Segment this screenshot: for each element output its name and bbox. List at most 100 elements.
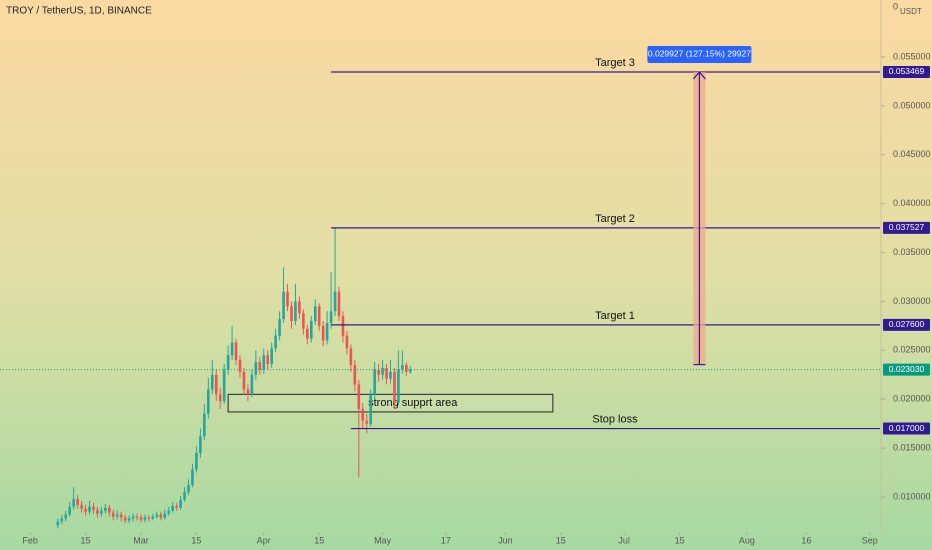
candle-body	[135, 516, 139, 518]
candle-body	[139, 517, 143, 520]
candle-body	[294, 301, 297, 321]
candle-body	[302, 313, 305, 329]
candle-body	[377, 369, 380, 375]
candle-body	[108, 507, 111, 513]
candle-body	[393, 371, 396, 404]
level-name: Stop loss	[592, 413, 638, 425]
candle-body	[369, 394, 372, 424]
candle-body	[175, 505, 178, 508]
x-tick-label: Jun	[498, 535, 513, 545]
x-tick-label: 16	[801, 535, 811, 545]
candle-body	[214, 374, 218, 395]
candle-body	[64, 514, 68, 519]
measure-label-box	[647, 45, 752, 63]
candle-body	[199, 436, 202, 453]
support-zone	[227, 393, 554, 413]
candle-body	[127, 518, 131, 521]
candle-body	[100, 510, 103, 514]
chart-title: TROY / TetherUS, 1D, BINANCE	[6, 6, 152, 17]
axis-top: 0	[893, 1, 898, 11]
candle-body	[397, 369, 400, 404]
candle-body	[349, 348, 353, 365]
candle-body	[373, 369, 376, 395]
candle-body	[313, 306, 317, 321]
current-price-label: 0.023030	[889, 364, 925, 374]
candle-body	[341, 316, 345, 336]
y-tick-label: 0.055000	[893, 51, 931, 61]
candle-body	[123, 517, 127, 521]
candle-body	[238, 360, 242, 372]
y-tick-label: 0.030000	[893, 296, 931, 306]
x-tick-label: Jul	[618, 535, 630, 545]
candle-body	[337, 291, 341, 317]
candle-body	[226, 355, 230, 370]
x-tick-label: 15	[81, 535, 91, 545]
candle-body	[159, 514, 163, 518]
candle-body	[131, 516, 135, 519]
x-tick-label: Feb	[22, 535, 38, 545]
candle-body	[270, 348, 273, 365]
measure-label: 0.029927 (127.15%) 29927	[648, 49, 751, 59]
candle-body	[111, 512, 115, 517]
candle-body	[183, 492, 186, 500]
candle-body	[151, 516, 155, 519]
candle-body	[408, 369, 412, 372]
candle-body	[88, 506, 91, 512]
candle-body	[266, 355, 270, 365]
x-tick-label: Apr	[257, 535, 271, 545]
level-price-box	[883, 65, 930, 78]
candle-body	[278, 319, 281, 336]
level-name: Target 3	[595, 57, 635, 69]
candle-body	[76, 498, 79, 505]
candle-body	[317, 306, 321, 326]
candle-body	[68, 506, 72, 515]
level-name: Target 1	[595, 310, 635, 322]
candle-body	[286, 291, 289, 307]
candle-body	[274, 335, 277, 349]
candle-body	[222, 369, 226, 402]
x-tick-label: 15	[675, 535, 685, 545]
current-price-box	[883, 363, 930, 376]
candle-body	[246, 389, 250, 395]
x-tick-label: Mar	[133, 535, 149, 545]
y-tick-label: 0.040000	[893, 198, 931, 208]
candle-body	[306, 328, 309, 339]
candle-body	[210, 374, 214, 390]
candle-body	[167, 510, 171, 514]
candle-body	[345, 335, 349, 349]
candle-body	[234, 342, 238, 361]
candle-body	[179, 499, 182, 508]
candle-body	[309, 320, 313, 339]
candle-body	[147, 517, 151, 519]
level-price-box	[883, 422, 930, 435]
candle-body	[84, 508, 87, 512]
candle-body	[282, 291, 285, 320]
candle-body	[171, 505, 174, 511]
candle-body	[325, 322, 329, 341]
candle-body	[365, 420, 369, 424]
candle-body	[329, 311, 333, 323]
candle-body	[72, 498, 75, 507]
y-tick-label: 0.035000	[893, 247, 931, 257]
x-tick-label: Aug	[739, 535, 755, 545]
candle-body	[262, 355, 266, 370]
candle-body	[230, 342, 234, 356]
candle-body	[218, 394, 222, 402]
candle-body	[92, 506, 95, 510]
x-tick-label: Sep	[862, 535, 878, 545]
y-tick-label: 0.015000	[893, 442, 931, 452]
candle-body	[405, 364, 408, 372]
candle-body	[203, 413, 206, 437]
level-price-label: 0.037527	[889, 222, 925, 232]
level-price-label: 0.017000	[889, 423, 925, 433]
y-tick-label: 0.010000	[893, 491, 931, 501]
candle-body	[119, 514, 123, 518]
candle-body	[258, 362, 262, 370]
currency: USDT	[900, 7, 922, 16]
candle-body	[207, 389, 210, 414]
candle-body	[290, 306, 293, 321]
x-tick-label: 15	[314, 535, 324, 545]
candle-body	[250, 374, 254, 395]
candle-body	[80, 504, 83, 509]
